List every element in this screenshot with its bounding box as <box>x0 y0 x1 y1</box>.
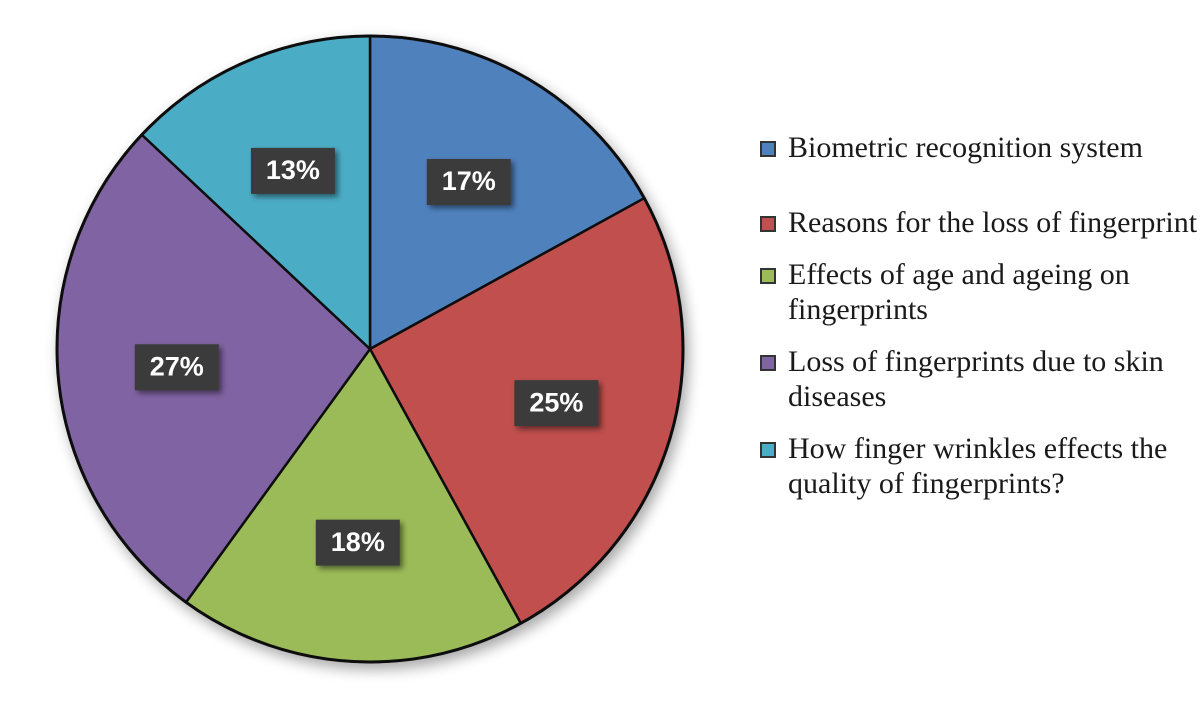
legend-item-ageing: Effects of age and ageing on fingerprint… <box>760 257 1200 327</box>
pie-outline <box>55 34 685 664</box>
data-label-box <box>250 147 335 194</box>
data-label-box <box>514 380 599 427</box>
legend-label: Reasons for the loss of fingerprint <box>788 206 1198 239</box>
legend-item-wrinkles: How finger wrinkles effects the quality … <box>760 431 1200 501</box>
legend-label: Biometric recognition system <box>788 131 1143 164</box>
data-label-box <box>315 519 400 566</box>
legend-swatch <box>760 141 776 157</box>
data-label-text: 18% <box>331 527 385 557</box>
legend-swatch <box>760 355 776 371</box>
data-label-text: 27% <box>150 351 204 381</box>
pie-data-labels: 17% 25% 18% 27% 13% <box>134 147 599 566</box>
data-label: 27% <box>134 344 219 391</box>
legend-swatch <box>760 268 776 284</box>
data-label: 25% <box>514 380 599 427</box>
data-label: 17% <box>426 158 511 205</box>
legend-label: How finger wrinkles effects the quality … <box>788 432 1168 500</box>
legend-label: Loss of fingerprints due to skin disease… <box>788 345 1164 413</box>
legend-swatch <box>760 442 776 458</box>
data-label: 13% <box>250 147 335 194</box>
data-label-box <box>134 344 219 391</box>
legend-item-skin-diseases: Loss of fingerprints due to skin disease… <box>760 344 1200 414</box>
data-label-box <box>426 158 511 205</box>
data-label-text: 25% <box>529 387 583 417</box>
legend-swatch <box>760 216 776 232</box>
data-label-text: 13% <box>266 155 320 185</box>
data-label: 18% <box>315 519 400 566</box>
legend-label: Effects of age and ageing on fingerprint… <box>788 258 1130 326</box>
pie-chart: 17% 25% 18% 27% 13% <box>55 34 685 664</box>
legend-item-biometric: Biometric recognition system <box>760 130 1200 165</box>
data-label-text: 17% <box>442 166 496 196</box>
legend: Biometric recognition system Reasons for… <box>760 130 1200 518</box>
legend-item-reasons: Reasons for the loss of fingerprint <box>760 205 1200 240</box>
